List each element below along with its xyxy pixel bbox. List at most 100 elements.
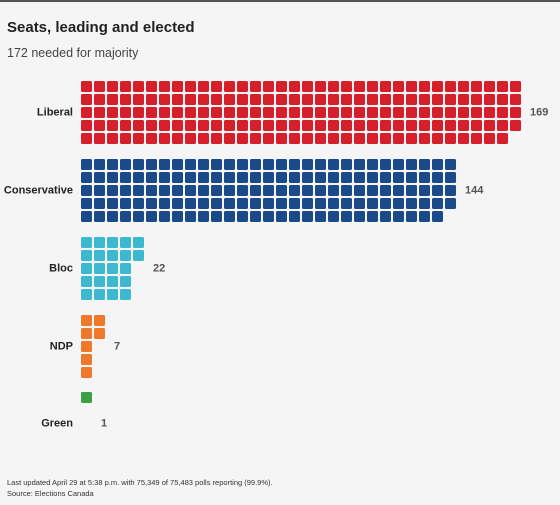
conservative-seat-square xyxy=(224,211,235,222)
liberal-seat-square xyxy=(432,107,443,118)
conservative-seat-square xyxy=(341,198,352,209)
bloc-seat-square xyxy=(81,276,92,287)
liberal-seat-square xyxy=(302,81,313,92)
conservative-seat-square xyxy=(81,159,92,170)
liberal-seat-square xyxy=(120,133,131,144)
conservative-seat-square xyxy=(159,211,170,222)
liberal-seat-square xyxy=(406,94,417,105)
liberal-seat-square xyxy=(393,107,404,118)
liberal-seat-square xyxy=(224,133,235,144)
liberal-seat-square xyxy=(198,81,209,92)
conservative-seat-square xyxy=(198,159,209,170)
conservative-seat-square xyxy=(120,198,131,209)
liberal-seat-square xyxy=(276,133,287,144)
conservative-seat-square xyxy=(276,172,287,183)
conservative-seat-square xyxy=(354,172,365,183)
green-party-label: Green xyxy=(41,418,73,430)
liberal-seat-square xyxy=(341,120,352,131)
conservative-seat-square xyxy=(341,211,352,222)
liberal-seat-square xyxy=(484,81,495,92)
conservative-seat-square xyxy=(445,185,456,196)
liberal-seat-square xyxy=(471,107,482,118)
conservative-seat-square xyxy=(406,172,417,183)
bloc-seat-square xyxy=(107,250,118,261)
liberal-seat-square xyxy=(302,120,313,131)
liberal-seat-square xyxy=(354,94,365,105)
conservative-seat-square xyxy=(406,198,417,209)
conservative-seat-square xyxy=(367,211,378,222)
ndp-seat-square xyxy=(94,315,105,326)
conservative-seat-square xyxy=(263,198,274,209)
conservative-seat-square xyxy=(198,172,209,183)
conservative-seat-square xyxy=(315,159,326,170)
liberal-seat-square xyxy=(211,94,222,105)
conservative-seat-square xyxy=(328,185,339,196)
liberal-seat-square xyxy=(393,81,404,92)
ndp-seat-square xyxy=(81,328,92,339)
liberal-seat-square xyxy=(94,120,105,131)
conservative-seat-count: 144 xyxy=(465,185,484,197)
conservative-seat-square xyxy=(419,211,430,222)
liberal-seat-square xyxy=(315,133,326,144)
conservative-seat-square xyxy=(445,198,456,209)
liberal-seat-square xyxy=(185,81,196,92)
conservative-seat-square xyxy=(185,211,196,222)
liberal-seat-square xyxy=(328,81,339,92)
liberal-seat-square xyxy=(328,94,339,105)
liberal-seat-square xyxy=(120,94,131,105)
liberal-seat-square xyxy=(159,120,170,131)
bloc-seat-square xyxy=(133,250,144,261)
conservative-seat-square xyxy=(315,172,326,183)
conservative-seat-square xyxy=(445,159,456,170)
liberal-seat-square xyxy=(237,120,248,131)
liberal-seat-square xyxy=(419,133,430,144)
conservative-seat-square xyxy=(380,185,391,196)
liberal-seat-square xyxy=(406,81,417,92)
liberal-seat-square xyxy=(133,107,144,118)
conservative-seat-square xyxy=(211,198,222,209)
liberal-seat-square xyxy=(380,133,391,144)
bloc-seat-square xyxy=(81,289,92,300)
liberal-seat-square xyxy=(289,107,300,118)
liberal-party-label: Liberal xyxy=(37,107,73,119)
liberal-seat-square xyxy=(172,81,183,92)
last-updated-note: Last updated April 29 at 5:38 p.m. with … xyxy=(7,478,273,487)
conservative-seat-square xyxy=(341,185,352,196)
conservative-seat-square xyxy=(354,159,365,170)
conservative-seat-square xyxy=(107,211,118,222)
conservative-seat-square xyxy=(432,159,443,170)
liberal-seat-square xyxy=(367,94,378,105)
conservative-seat-square xyxy=(237,211,248,222)
liberal-seat-square xyxy=(224,107,235,118)
liberal-seat-square xyxy=(133,81,144,92)
conservative-seat-square xyxy=(198,198,209,209)
conservative-seat-square xyxy=(237,159,248,170)
liberal-seat-square xyxy=(107,133,118,144)
liberal-seat-square xyxy=(380,107,391,118)
liberal-seat-square xyxy=(107,81,118,92)
conservative-seat-square xyxy=(380,159,391,170)
liberal-seat-square xyxy=(406,120,417,131)
liberal-seat-square xyxy=(133,120,144,131)
conservative-seat-square xyxy=(250,159,261,170)
liberal-seat-square xyxy=(510,94,521,105)
source-note: Source: Elections Canada xyxy=(7,488,94,498)
conservative-seat-square xyxy=(120,185,131,196)
liberal-seat-count: 169 xyxy=(530,107,548,119)
conservative-seat-square xyxy=(419,198,430,209)
liberal-seat-square xyxy=(302,133,313,144)
conservative-seat-square xyxy=(133,185,144,196)
liberal-seat-square xyxy=(445,133,456,144)
ndp-seat-square xyxy=(81,315,92,326)
liberal-seat-square xyxy=(198,107,209,118)
liberal-seat-square xyxy=(341,94,352,105)
conservative-seat-square xyxy=(341,172,352,183)
liberal-seat-square xyxy=(354,133,365,144)
conservative-seat-square xyxy=(341,159,352,170)
conservative-seat-square xyxy=(185,172,196,183)
conservative-party-label: Conservative xyxy=(4,185,73,197)
liberal-seat-square xyxy=(328,107,339,118)
top-rule xyxy=(0,0,560,2)
bloc-seat-square xyxy=(107,237,118,248)
liberal-seat-square xyxy=(211,107,222,118)
